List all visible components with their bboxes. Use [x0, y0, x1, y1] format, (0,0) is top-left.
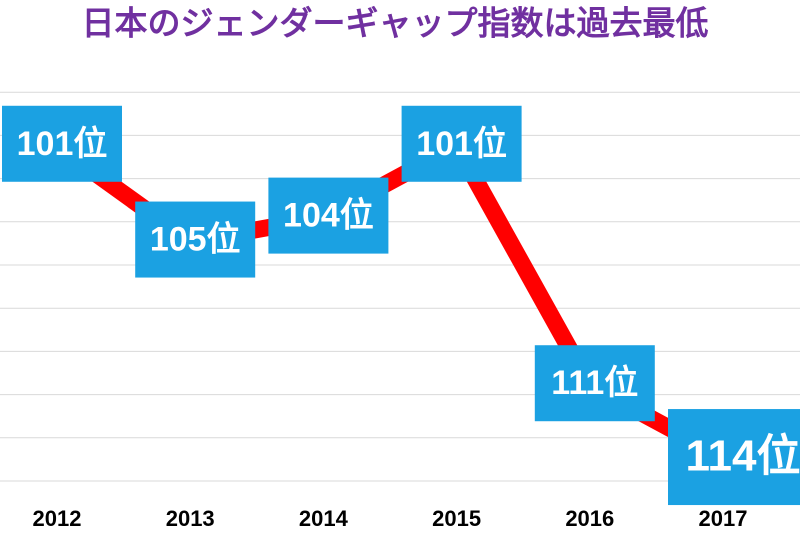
- x-tick-label: 2015: [432, 506, 481, 531]
- label-box: [401, 105, 522, 182]
- chart-title: 日本のジェンダーギャップ指数は過去最低: [82, 5, 709, 42]
- value-label: 101位: [416, 125, 507, 163]
- label-box: [2, 105, 122, 182]
- x-tick-label: 2012: [33, 506, 82, 531]
- label-box: [268, 177, 389, 254]
- x-tick-label: 2013: [166, 506, 215, 531]
- x-tick-label: 2017: [699, 506, 748, 531]
- value-label: 101位: [17, 125, 108, 163]
- value-label: 104位: [283, 197, 374, 235]
- label-box: [668, 409, 800, 506]
- value-label: 105位: [150, 221, 241, 259]
- value-label: 114位: [686, 432, 800, 481]
- value-label: 111位: [551, 364, 638, 402]
- label-box: [534, 345, 655, 422]
- x-tick-label: 2016: [565, 506, 614, 531]
- label-box: [135, 201, 256, 278]
- x-tick-label: 2014: [299, 506, 349, 531]
